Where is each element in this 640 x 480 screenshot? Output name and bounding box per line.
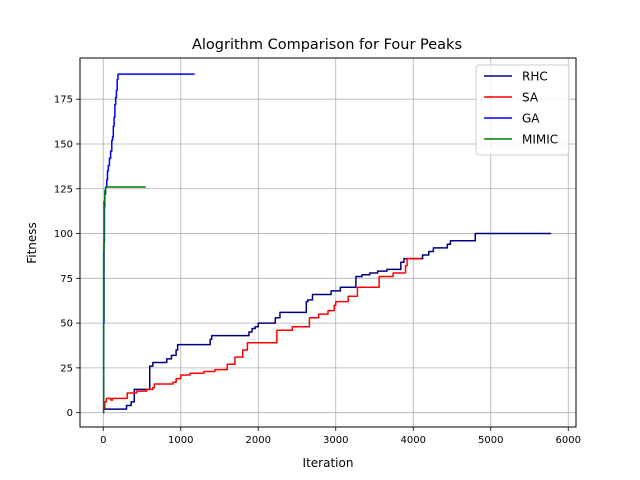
legend: RHC SA GA MIMIC	[475, 64, 570, 156]
series-line-sa	[103, 257, 421, 410]
legend-label-ga: GA	[522, 112, 540, 126]
gridlines	[80, 58, 576, 427]
series-line-mimic	[102, 186, 146, 414]
x-tick-label: 6000	[556, 435, 581, 446]
x-tick-label: 3000	[323, 435, 348, 446]
y-tick-label: 50	[60, 319, 73, 330]
x-tick-label: 1000	[168, 435, 193, 446]
y-tick-label: 0	[67, 408, 73, 419]
axis-ticks: 0 1000 2000 3000 4000 5000 6000 0 25 50 75 100 125 15…	[54, 95, 581, 446]
y-tick-label: 75	[60, 274, 73, 285]
x-tick-label: 0	[100, 435, 106, 446]
y-tick-label: 25	[60, 363, 73, 374]
y-tick-label: 125	[54, 184, 73, 195]
legend-box	[475, 64, 570, 156]
y-axis-label: Fitness	[25, 222, 39, 264]
legend-label-sa: SA	[522, 91, 539, 105]
x-axis-label: Iteration	[303, 456, 354, 470]
series-lines	[102, 73, 552, 414]
legend-label-mimic: MIMIC	[522, 133, 558, 147]
plot-frame	[79, 57, 577, 428]
legend-label-rhc: RHC	[522, 70, 548, 84]
chart-title: Alogrithm Comparison for Four Peaks	[192, 37, 462, 53]
y-tick-label: 150	[54, 139, 73, 150]
x-tick-label: 2000	[246, 435, 271, 446]
x-tick-label: 5000	[478, 435, 503, 446]
y-tick-label: 100	[54, 229, 73, 240]
y-tick-label: 175	[54, 95, 73, 106]
x-tick-label: 4000	[401, 435, 426, 446]
